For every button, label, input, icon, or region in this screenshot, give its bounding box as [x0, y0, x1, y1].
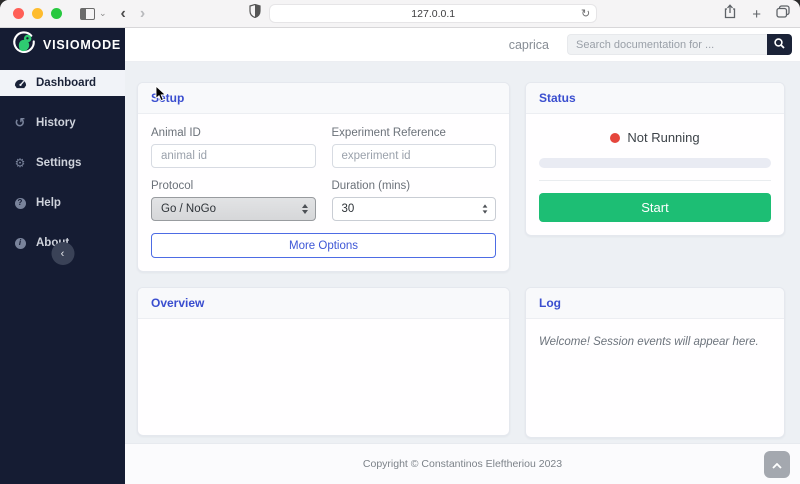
experiment-reference-input[interactable] [331, 144, 496, 168]
sidebar-item-dashboard[interactable]: Dashboard [0, 70, 125, 96]
duration-value: 30 [341, 203, 355, 215]
protocol-selected-value: Go / NoGo [161, 203, 216, 215]
url-text: 127.0.0.1 [411, 7, 456, 20]
overview-card-header: Overview [138, 288, 509, 319]
status-text: Not Running [627, 130, 700, 145]
log-card: Log Welcome! Session events will appear … [525, 287, 785, 438]
question-circle-icon: ? [13, 197, 27, 209]
duration-label: Duration (mins) [331, 180, 411, 192]
close-window-button[interactable] [13, 8, 24, 19]
setup-card: Setup Animal ID Experiment Reference [137, 82, 510, 272]
stepper-arrows-icon [482, 204, 488, 214]
duration-stepper[interactable]: 30 [331, 197, 496, 221]
back-button[interactable]: ‹ [120, 4, 126, 22]
brand-name: VISIOMODE [43, 38, 122, 52]
scroll-to-top-button[interactable] [764, 451, 790, 478]
setup-title: Setup [151, 91, 185, 105]
sidebar-item-label: Settings [36, 157, 82, 169]
new-tab-button[interactable]: + [752, 5, 761, 23]
experiment-reference-label: Experiment Reference [331, 127, 446, 139]
visiomode-logo-icon [11, 30, 37, 61]
log-card-header: Log [526, 288, 784, 319]
sidebar-item-help[interactable]: ? Help [0, 190, 125, 216]
reload-icon[interactable]: ↻ [580, 8, 591, 20]
log-title: Log [539, 296, 561, 310]
privacy-shield-icon[interactable] [249, 3, 261, 23]
gear-icon: ⚙ [14, 156, 26, 170]
tab-overview-icon[interactable] [776, 5, 790, 23]
copyright-text: Copyright © Constantinos Eleftheriou 202… [362, 458, 563, 470]
footer: Copyright © Constantinos Eleftheriou 202… [125, 443, 800, 484]
overview-body [138, 319, 509, 435]
sidebar-item-history[interactable]: ↺ History [0, 110, 125, 136]
animal-id-label: Animal ID [151, 127, 201, 139]
overview-title: Overview [151, 296, 205, 310]
sidebar-toggle-icon[interactable] [80, 7, 95, 20]
address-bar[interactable]: 127.0.0.1 ↻ [269, 4, 598, 23]
app-header: VISIOMODE caprica [0, 28, 800, 62]
log-body: Welcome! Session events will appear here… [526, 319, 784, 437]
zoom-window-button[interactable] [51, 8, 62, 19]
status-card: Status Not Running Start [525, 82, 785, 236]
sidebar: Dashboard ↺ History ⚙ Settings ? Help i … [0, 62, 125, 484]
status-dot-icon [610, 132, 621, 143]
search-icon [774, 37, 785, 52]
session-progress-bar [539, 158, 771, 168]
search-button[interactable] [767, 34, 792, 55]
window-controls [13, 8, 62, 19]
browser-chrome: ⌄ ‹ › 127.0.0.1 ↻ + [0, 0, 800, 28]
history-icon: ↺ [14, 115, 26, 130]
brand[interactable]: VISIOMODE [0, 28, 125, 62]
search-group [567, 34, 792, 55]
select-arrows-icon [301, 204, 308, 214]
chevron-down-icon[interactable]: ⌄ [99, 8, 107, 18]
chevron-up-icon [772, 457, 782, 472]
sidebar-item-label: Help [36, 197, 61, 209]
animal-id-input[interactable] [151, 144, 316, 168]
more-options-button[interactable]: More Options [151, 233, 496, 258]
main-content: Setup Animal ID Experiment Reference [125, 62, 800, 484]
search-input[interactable] [567, 34, 767, 55]
forward-button[interactable]: › [139, 4, 146, 22]
hostname-label: caprica [508, 37, 549, 52]
divider [539, 180, 771, 181]
status-title: Status [539, 91, 576, 105]
overview-card: Overview [137, 287, 510, 436]
start-button[interactable]: Start [539, 193, 771, 222]
gauge-icon [13, 77, 27, 90]
protocol-select[interactable]: Go / NoGo [151, 197, 316, 221]
sidebar-item-label: Dashboard [36, 77, 97, 89]
share-icon[interactable] [723, 4, 737, 24]
protocol-label: Protocol [151, 180, 194, 192]
info-circle-icon: i [13, 237, 27, 249]
log-welcome-message: Welcome! Session events will appear here… [539, 336, 759, 348]
sidebar-item-label: History [36, 117, 76, 129]
setup-card-header: Setup [138, 83, 509, 114]
sidebar-collapse-button[interactable]: ‹ [51, 242, 74, 265]
status-card-header: Status [526, 83, 784, 114]
topbar: caprica [125, 28, 800, 62]
sidebar-item-settings[interactable]: ⚙ Settings [0, 150, 125, 176]
chevron-left-icon: ‹ [60, 247, 65, 260]
minimize-window-button[interactable] [32, 8, 43, 19]
